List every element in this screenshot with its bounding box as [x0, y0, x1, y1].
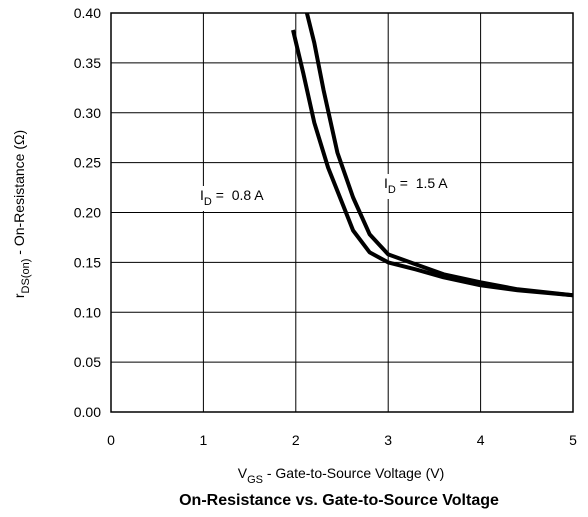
- series-label-1.5A: ID = 1.5 A: [384, 175, 448, 196]
- y-axis: 0.00 0.05 0.10 0.15 0.20 0.25 0.30 0.35 0.40: [74, 5, 101, 420]
- x-tick-label: 5: [569, 432, 577, 448]
- ann-08-background: [196, 186, 269, 211]
- y-tick-label: 0.20: [74, 205, 101, 221]
- y-tick-label: 0.00: [74, 404, 101, 420]
- x-tick-label: 4: [477, 432, 485, 448]
- x-tick-label: 0: [107, 432, 115, 448]
- chart-title: On-Resistance vs. Gate-to-Source Voltage: [179, 492, 499, 509]
- y-tick-label: 0.25: [74, 155, 101, 171]
- plot-frame: [110, 12, 574, 413]
- y-tick-label: 0.10: [74, 304, 101, 320]
- series-line-1: [304, 12, 574, 298]
- series-line-0: [291, 29, 574, 298]
- x-tick-label: 1: [200, 432, 208, 448]
- x-tick-label: 2: [292, 432, 300, 448]
- y-tick-label: 0.05: [74, 354, 101, 370]
- y-tick-label: 0.40: [74, 5, 101, 21]
- y-tick-label: 0.15: [74, 254, 101, 270]
- ann-15-background: [380, 174, 453, 199]
- x-axis-title: VGS - Gate-to-Source Voltage (V): [238, 465, 445, 486]
- grid: [111, 13, 573, 412]
- series-label-0.8A: ID = 0.8 A: [200, 187, 264, 208]
- x-axis: 0 1 2 3 4 5: [107, 432, 577, 448]
- y-axis-title: rDS(on) - On-Resistance (Ω): [11, 130, 32, 298]
- series-lines: [291, 12, 574, 298]
- y-tick-label: 0.30: [74, 105, 101, 121]
- y-tick-label: 0.35: [74, 55, 101, 71]
- x-tick-label: 3: [384, 432, 392, 448]
